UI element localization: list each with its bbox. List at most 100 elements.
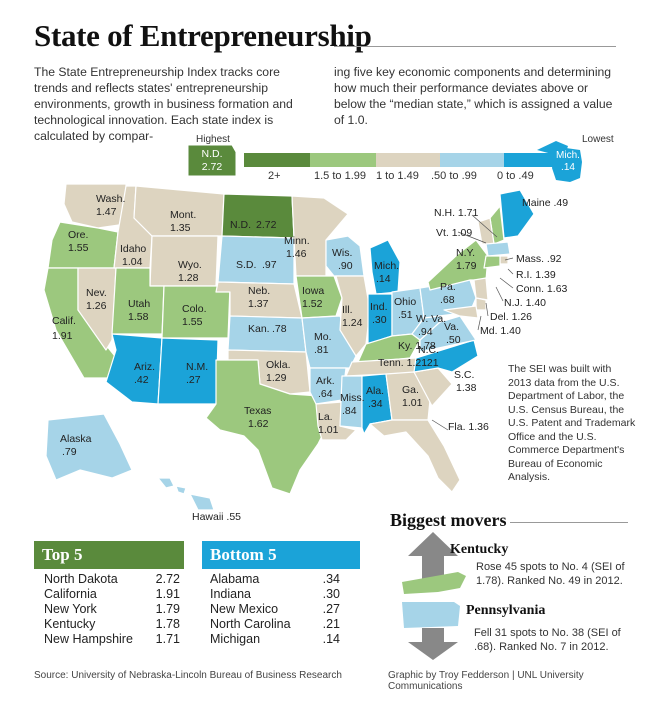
legend-swatch-1 (376, 153, 440, 167)
state-value-iowa: 1.52 (302, 298, 323, 310)
mover-up-state: Kentucky (450, 542, 509, 557)
state-name-va: Va. (444, 321, 459, 333)
state-label-r-i: R.I. 1.39 (516, 269, 556, 281)
state-name-calif: Calif. (52, 315, 76, 327)
state-name-s-d: S.D. (236, 259, 256, 271)
state-label-md: Md. 1.40 (480, 325, 521, 337)
state-name-minn: Minn. (284, 235, 310, 247)
state-label-conn: Conn. 1.63 (516, 283, 568, 295)
state-name-s-c: S.C. (454, 369, 474, 381)
legend-label-50: .50 to .99 (431, 170, 477, 182)
state-name-ill: Ill. (342, 304, 353, 316)
state-region-fla (369, 419, 461, 493)
state-label-hawaii: Hawaii .55 (192, 511, 241, 523)
list-item: Kentucky 1.78 (44, 617, 180, 631)
state-value-la: 1.01 (318, 424, 339, 436)
legend-swatch-50 (440, 153, 504, 167)
state-name-mo: Mo. (314, 331, 332, 343)
state-region-n-d (221, 193, 295, 239)
state-name-iowa: Iowa (302, 285, 324, 297)
state-value-mont: 1.35 (170, 222, 191, 234)
state-name-mont: Mont. (170, 209, 196, 221)
state-value-ark: .64 (318, 388, 333, 400)
list-item: California 1.91 (44, 587, 180, 601)
state-label-ky: Ky. 1.78 (398, 340, 436, 352)
list-item: New York 1.79 (44, 602, 180, 616)
bottom5-title: Bottom 5 (202, 541, 360, 569)
state-label-del: Del. 1.26 (490, 311, 532, 323)
state-value-nev: 1.26 (86, 300, 107, 312)
state-value-idaho: 1.04 (122, 256, 143, 268)
highest-badge: N.D. 2.72 (187, 144, 237, 177)
state-name-ark: Ark. (316, 375, 335, 387)
state-region-colo (161, 285, 231, 339)
state-name-miss: Miss. (340, 392, 365, 404)
legend-label-1: 1 to 1.49 (376, 170, 419, 182)
state-region-n-j (473, 277, 489, 301)
state-value-colo: 1.55 (182, 316, 203, 328)
legend-swatch-2plus (244, 153, 310, 167)
mover-down-state: Pennsylvania (466, 603, 546, 618)
state-value-neb: 1.37 (248, 298, 269, 310)
data-source-note: The SEI was built with 2013 data from th… (508, 363, 636, 483)
lowest-state: Mich. (556, 150, 580, 161)
legend-label-2plus: 2+ (268, 170, 281, 182)
highest-state: N.D. (202, 148, 223, 160)
state-region-r-i (499, 255, 509, 265)
state-value-minn: 1.46 (286, 248, 307, 260)
state-value-va: .50 (446, 334, 461, 346)
source-credit: Source: University of Nebraska-Lincoln B… (34, 670, 342, 681)
highest-value: 2.72 (202, 161, 223, 173)
list-item: Michigan .14 (210, 632, 340, 646)
state-region-mass (485, 241, 511, 257)
intro-text-left: The State Entrepreneurship Index tracks … (34, 65, 293, 143)
state-name-pa: Pa. (440, 281, 456, 293)
state-region-conn (483, 255, 501, 269)
list-item: New Mexico .27 (210, 602, 340, 616)
state-label-n-h: N.H. 1.71 (434, 207, 479, 219)
state-label-vt: Vt. 1.09 (436, 227, 472, 239)
intro-text-right: ing five key economic components and det… (334, 65, 613, 127)
state-name-n-c: N.C. (418, 344, 439, 356)
state-region-hawaii (157, 477, 215, 511)
state-value-n-d: 2.72 (256, 219, 277, 231)
state-region-n-m (157, 337, 219, 405)
state-value-ore: 1.55 (68, 242, 89, 254)
list-item: New Hampshire 1.71 (44, 632, 180, 646)
state-name-utah: Utah (128, 298, 150, 310)
state-name-wis: Wis. (332, 247, 352, 259)
state-value-ala: .34 (368, 398, 383, 410)
state-value-n-c: .21 (424, 357, 439, 369)
top5-list: North Dakota 2.72 California 1.91 New York… (44, 572, 180, 647)
state-region-texas (205, 359, 331, 495)
state-name-kan: Kan. (248, 323, 270, 335)
state-name-ala: Ala. (366, 385, 384, 397)
state-label-maine: Maine .49 (522, 197, 568, 209)
state-name-ohio: Ohio (394, 296, 416, 308)
state-label-mass: Mass. .92 (516, 253, 562, 265)
state-name-idaho: Idaho (120, 243, 146, 255)
state-value-wyo: 1.28 (178, 272, 199, 284)
state-value-mo: .81 (314, 344, 329, 356)
state-name-n-y: N.Y. (456, 247, 475, 259)
state-name-okla: Okla. (266, 359, 291, 371)
state-value-ariz: .42 (134, 374, 149, 386)
state-value-wash: 1.47 (96, 206, 117, 218)
page-title: State of Entrepreneurship (34, 18, 372, 53)
state-value-s-d: .97 (262, 259, 277, 271)
list-item: North Dakota 2.72 (44, 572, 180, 586)
mover-up-text: Rose 45 spots to No. 4 (SEI of 1.78). Ra… (476, 561, 625, 587)
legend-swatch-1-5 (310, 153, 376, 167)
legend-label-0: 0 to .49 (497, 170, 534, 182)
movers-title: Biggest movers (390, 510, 507, 530)
state-value-texas: 1.62 (248, 418, 269, 430)
state-value-mich: .14 (376, 273, 391, 285)
list-item: North Carolina .21 (210, 617, 340, 631)
state-value-ill: 1.24 (342, 317, 363, 329)
state-region-ark (309, 367, 347, 405)
state-value-s-c: 1.38 (456, 382, 477, 394)
state-value-ohio: .51 (398, 309, 413, 321)
state-name-w-va: W. Va. (416, 313, 446, 325)
top5-title: Top 5 (34, 541, 184, 569)
